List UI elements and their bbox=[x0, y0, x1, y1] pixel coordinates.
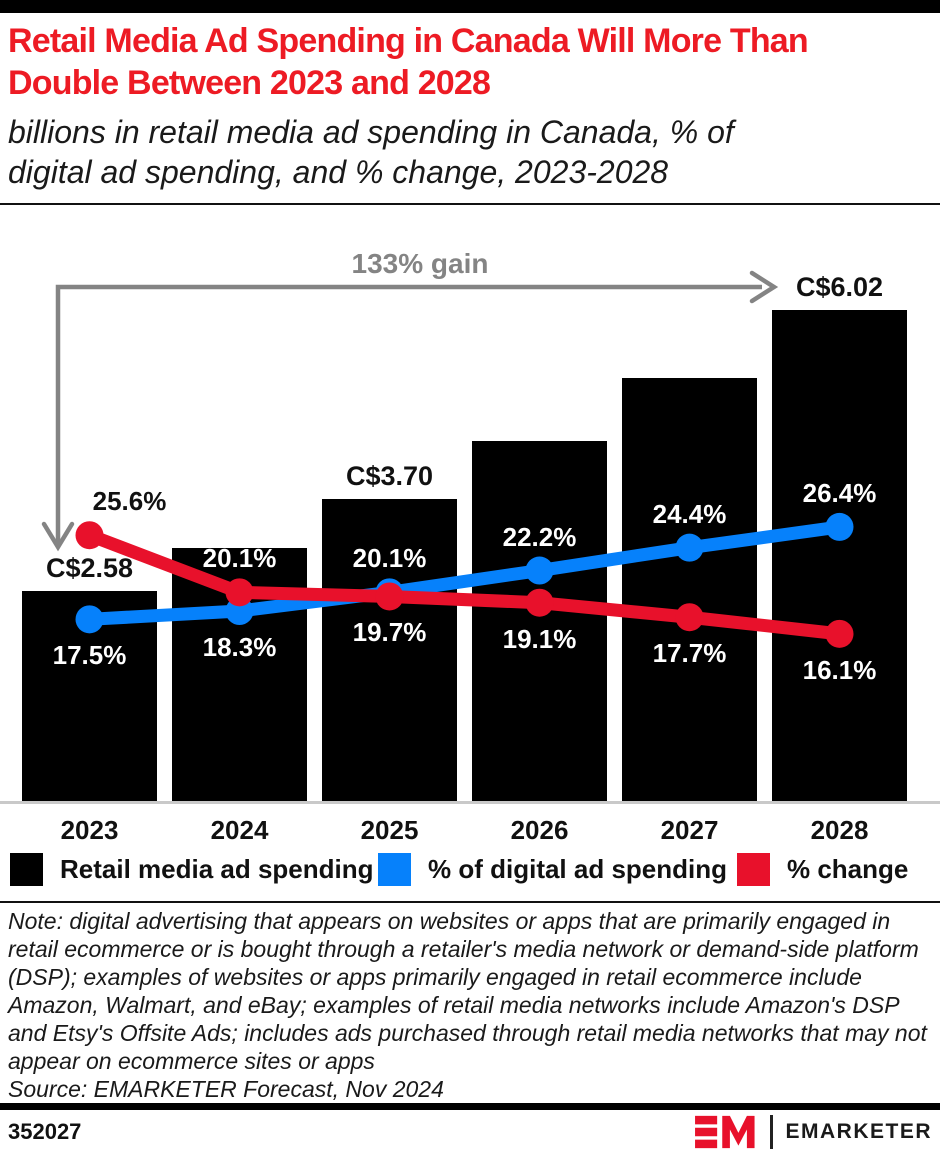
x-axis-label-2027: 2027 bbox=[660, 815, 719, 845]
line-label-lower-2025: 19.7% bbox=[352, 617, 427, 648]
line-label-lower-2024: 18.3% bbox=[202, 632, 277, 662]
footer-divider-bar bbox=[0, 1103, 940, 1110]
legend-swatch bbox=[10, 853, 43, 886]
page-subtitle: billions in retail media ad spending in … bbox=[8, 112, 932, 192]
chart-area: 133% gain C$2.58 C$3.70 C$6.02 25.6% 17.5% 20… bbox=[0, 206, 940, 903]
top-accent-bar bbox=[0, 0, 940, 13]
x-axis-label-2026: 2026 bbox=[510, 815, 569, 845]
logo-divider bbox=[770, 1115, 774, 1149]
bar-value-label-2025: C$3.70 bbox=[345, 461, 434, 492]
page-subtitle-line-1: billions in retail media ad spending in … bbox=[8, 114, 734, 150]
note-text: Note: digital advertising that appears o… bbox=[8, 908, 927, 1074]
gain-annotation-label: 133% gain bbox=[351, 248, 489, 279]
brand-name: EMARKETER bbox=[785, 1120, 932, 1143]
line-label-lower-2023: 17.5% bbox=[52, 640, 127, 671]
gain-arrow-head-down bbox=[41, 521, 75, 552]
line-label-lower-2027: 17.7% bbox=[652, 638, 727, 669]
page-title-line-2: Double Between 2023 and 2028 bbox=[8, 64, 491, 102]
legend-item--change: % change bbox=[737, 853, 908, 886]
bar-value-label-2023: C$2.58 bbox=[45, 552, 134, 583]
legend-item-retail-media-ad-spending: Retail media ad spending bbox=[10, 853, 374, 886]
line-label-upper-2027: 24.4% bbox=[652, 498, 727, 529]
x-axis-line bbox=[0, 801, 940, 804]
line-label-lower-2026: 19.1% bbox=[502, 623, 577, 654]
legend-swatch bbox=[378, 853, 411, 886]
chart-id: 352027 bbox=[8, 1119, 82, 1144]
header-divider bbox=[0, 203, 940, 205]
line-label-upper-2024: 20.1% bbox=[202, 543, 277, 574]
x-axis-label-2024: 2024 bbox=[210, 815, 269, 845]
x-axis-label-2028: 2028 bbox=[810, 815, 869, 845]
page-subtitle-line-2: digital ad spending, and % change, 2023-… bbox=[8, 154, 669, 190]
-change-point-2023 bbox=[75, 521, 104, 550]
line-label-upper-2026: 22.2% bbox=[502, 521, 577, 552]
bar-2026 bbox=[472, 441, 607, 801]
line-label-lower-2028: 16.1% bbox=[802, 654, 877, 685]
bar-2028 bbox=[772, 309, 907, 801]
page-title: Retail Media Ad Spending in Canada Will … bbox=[8, 20, 932, 104]
brand-logo: EMARKETER bbox=[695, 1115, 932, 1149]
bar-2023 bbox=[22, 590, 157, 801]
footnote-block: Note: digital advertising that appears o… bbox=[8, 907, 934, 1103]
note-divider bbox=[0, 901, 940, 903]
legend-label: % change bbox=[787, 854, 909, 884]
footer: 352027 EMARKETER bbox=[0, 1110, 940, 1154]
emarketer-logo-mark-icon bbox=[695, 1115, 756, 1149]
bar-value-label-2028: C$6.02 bbox=[795, 271, 884, 302]
line-label-upper-2023: 25.6% bbox=[92, 486, 167, 517]
bar-2024 bbox=[172, 548, 307, 801]
line-label-upper-2028: 26.4% bbox=[802, 477, 877, 508]
source-text: Source: EMARKETER Forecast, Nov 2024 bbox=[8, 1076, 444, 1102]
x-axis-label-2023: 2023 bbox=[60, 815, 119, 845]
x-axis-label-2025: 2025 bbox=[360, 815, 419, 845]
legend-item--of-digital-ad-spending: % of digital ad spending bbox=[378, 853, 727, 886]
line-label-upper-2025: 20.1% bbox=[352, 543, 427, 574]
legend-swatch bbox=[737, 853, 770, 886]
legend-label: Retail media ad spending bbox=[60, 854, 374, 884]
page-title-line-1: Retail Media Ad Spending in Canada Will … bbox=[8, 22, 809, 60]
legend-label: % of digital ad spending bbox=[428, 854, 727, 884]
bar-2027 bbox=[622, 377, 757, 801]
header: Retail Media Ad Spending in Canada Will … bbox=[8, 20, 932, 192]
